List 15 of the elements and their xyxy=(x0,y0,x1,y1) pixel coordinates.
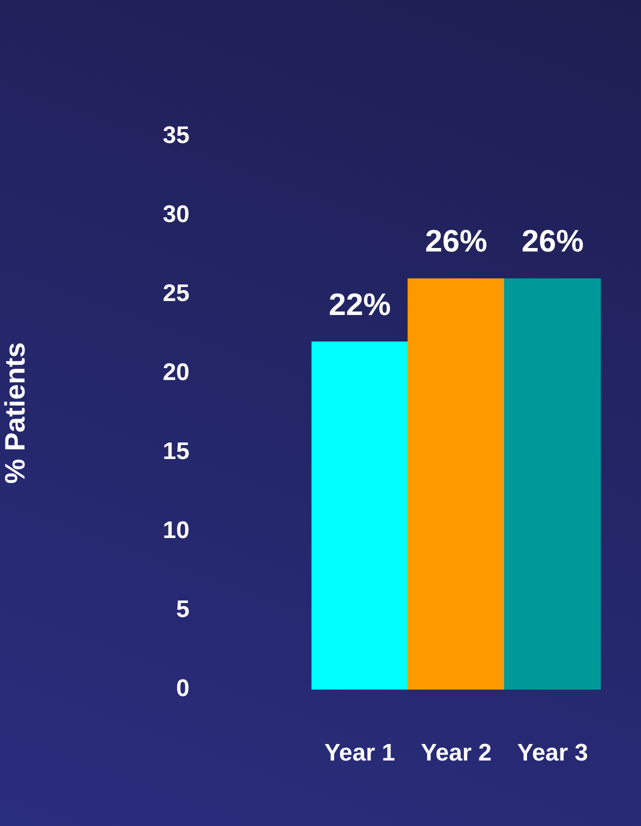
data-label: 26% xyxy=(522,224,584,259)
y-tick-label: 10 xyxy=(162,517,190,544)
data-label: 22% xyxy=(328,286,391,322)
y-tick-label: 15 xyxy=(162,438,190,466)
y-tick-label: 35 xyxy=(162,122,190,150)
y-tick-label: 0 xyxy=(176,675,190,702)
y-tick-label: 25 xyxy=(162,280,190,308)
y-tick-label: 20 xyxy=(162,359,190,386)
y-axis-title: % Patients xyxy=(0,342,31,484)
data-label: 26% xyxy=(425,224,488,259)
y-tick-label: 5 xyxy=(176,596,190,624)
x-tick-label: Year 1 xyxy=(324,740,396,767)
y-tick-label: 30 xyxy=(162,201,190,228)
x-tick-label: Year 2 xyxy=(420,740,492,767)
x-tick-label: Year 3 xyxy=(517,740,588,767)
